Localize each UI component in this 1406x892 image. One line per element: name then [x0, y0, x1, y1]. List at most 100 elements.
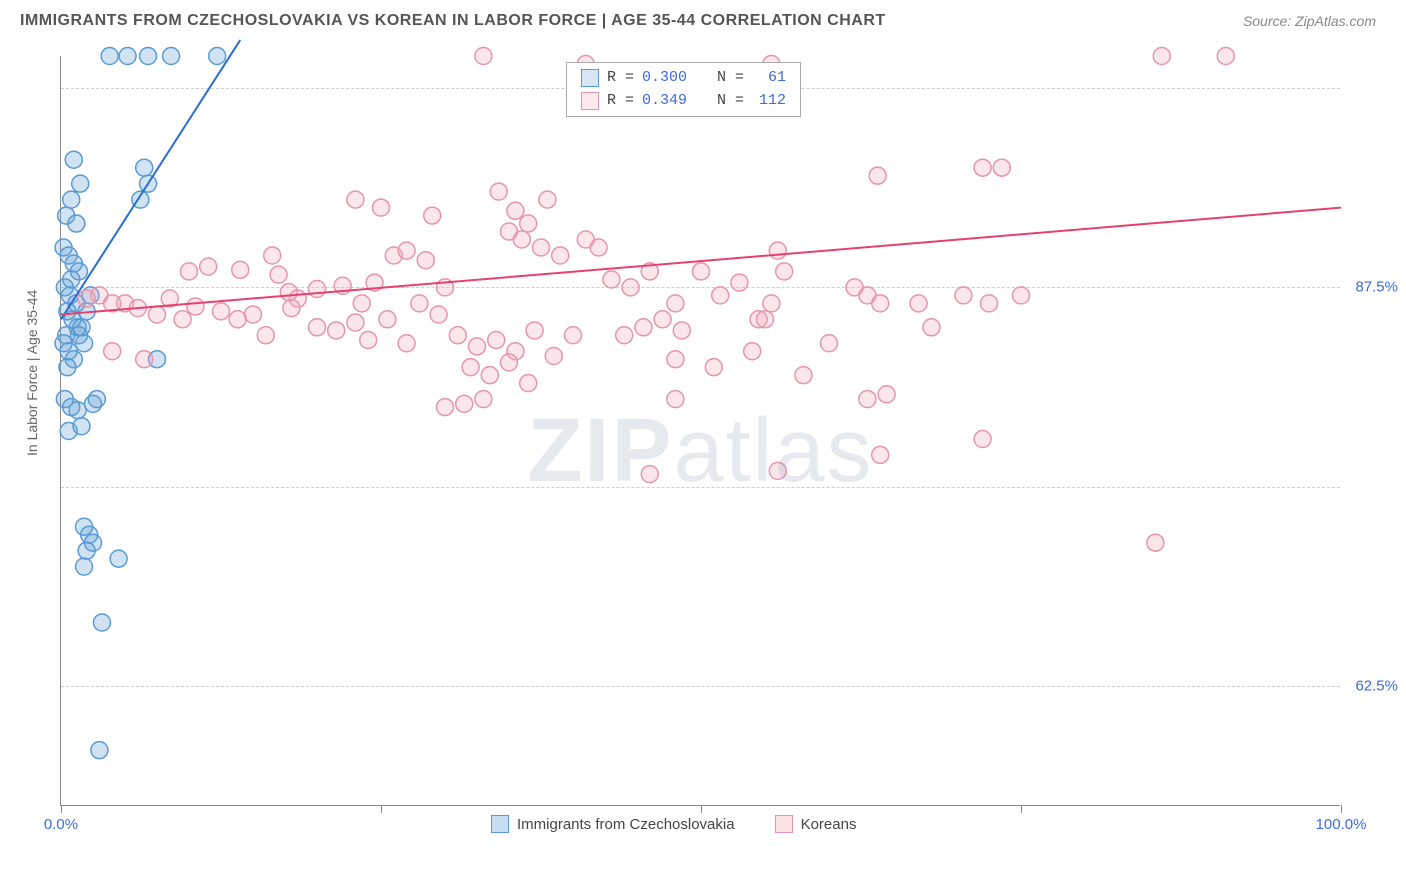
scatter-point — [136, 351, 153, 368]
title-bar: IMMIGRANTS FROM CZECHOSLOVAKIA VS KOREAN… — [0, 0, 1406, 38]
y-tick-label: 62.5% — [1355, 678, 1398, 695]
x-tick-label: 0.0% — [44, 816, 78, 833]
x-tick — [61, 805, 62, 813]
scatter-point — [955, 287, 972, 304]
scatter-point — [213, 303, 230, 320]
legend-swatch — [581, 69, 599, 87]
scatter-point — [744, 343, 761, 360]
scatter-point — [462, 359, 479, 376]
legend-R-label: R = — [607, 67, 634, 90]
x-tick — [1341, 805, 1342, 813]
scatter-point — [667, 295, 684, 312]
legend-swatch — [581, 92, 599, 110]
scatter-point — [635, 319, 652, 336]
scatter-point — [229, 311, 246, 328]
scatter-point — [712, 287, 729, 304]
scatter-point — [533, 239, 550, 256]
scatter-point — [140, 48, 157, 65]
scatter-point — [1153, 48, 1170, 65]
scatter-point — [232, 261, 249, 278]
scatter-point — [69, 402, 86, 419]
scatter-point — [520, 375, 537, 392]
scatter-point — [257, 327, 274, 344]
scatter-point — [72, 175, 89, 192]
scatter-point — [78, 542, 95, 559]
legend-N-value: 61 — [752, 67, 786, 90]
scatter-point — [264, 247, 281, 264]
scatter-point — [119, 48, 136, 65]
scatter-point — [209, 48, 226, 65]
legend-N-label: N = — [717, 90, 744, 113]
scatter-point — [101, 48, 118, 65]
scatter-point — [981, 295, 998, 312]
scatter-point — [1147, 534, 1164, 551]
scatter-point — [993, 159, 1010, 176]
scatter-point — [526, 322, 543, 339]
scatter-point — [545, 348, 562, 365]
scatter-point — [667, 351, 684, 368]
scatter-point — [1217, 48, 1234, 65]
scatter-point — [187, 298, 204, 315]
legend-top-row: R =0.300N =61 — [581, 67, 786, 90]
scatter-point — [417, 252, 434, 269]
scatter-point — [869, 167, 886, 184]
scatter-point — [481, 367, 498, 384]
scatter-point — [475, 391, 492, 408]
scatter-point — [68, 215, 85, 232]
scatter-point — [654, 311, 671, 328]
scatter-point — [974, 430, 991, 447]
scatter-svg — [61, 56, 1340, 805]
plot-area: ZIPatlas R =0.300N =61R =0.349N =112 62.… — [60, 56, 1340, 806]
legend-series-label: Koreans — [801, 816, 857, 833]
scatter-point — [693, 263, 710, 280]
scatter-point — [65, 151, 82, 168]
scatter-point — [641, 466, 658, 483]
scatter-point — [309, 280, 326, 297]
legend-bottom-item: Koreans — [775, 815, 857, 833]
trend-line — [61, 208, 1341, 315]
scatter-point — [776, 263, 793, 280]
scatter-point — [757, 311, 774, 328]
scatter-point — [373, 199, 390, 216]
scatter-point — [795, 367, 812, 384]
scatter-point — [878, 386, 895, 403]
scatter-point — [872, 295, 889, 312]
scatter-point — [475, 48, 492, 65]
scatter-point — [590, 239, 607, 256]
scatter-point — [731, 274, 748, 291]
scatter-point — [456, 395, 473, 412]
scatter-point — [763, 295, 780, 312]
x-tick-label: 100.0% — [1316, 816, 1367, 833]
scatter-point — [449, 327, 466, 344]
scatter-point — [73, 418, 90, 435]
legend-R-value: 0.300 — [642, 67, 687, 90]
legend-swatch — [491, 815, 509, 833]
scatter-point — [910, 295, 927, 312]
legend-swatch — [775, 815, 793, 833]
scatter-point — [513, 231, 530, 248]
scatter-point — [705, 359, 722, 376]
scatter-point — [424, 207, 441, 224]
scatter-point — [70, 327, 87, 344]
scatter-point — [603, 271, 620, 288]
scatter-point — [398, 242, 415, 259]
scatter-point — [353, 295, 370, 312]
scatter-point — [88, 391, 105, 408]
scatter-point — [347, 314, 364, 331]
x-tick — [701, 805, 702, 813]
scatter-point — [93, 614, 110, 631]
y-axis-title: In Labor Force | Age 35-44 — [24, 290, 40, 456]
scatter-point — [539, 191, 556, 208]
scatter-point — [552, 247, 569, 264]
scatter-point — [859, 391, 876, 408]
scatter-point — [411, 295, 428, 312]
scatter-point — [104, 343, 121, 360]
scatter-point — [360, 332, 377, 349]
legend-series-label: Immigrants from Czechoslovakia — [517, 816, 735, 833]
scatter-point — [469, 338, 486, 355]
scatter-point — [270, 266, 287, 283]
scatter-point — [667, 391, 684, 408]
scatter-point — [520, 215, 537, 232]
scatter-point — [91, 742, 108, 759]
legend-R-label: R = — [607, 90, 634, 113]
